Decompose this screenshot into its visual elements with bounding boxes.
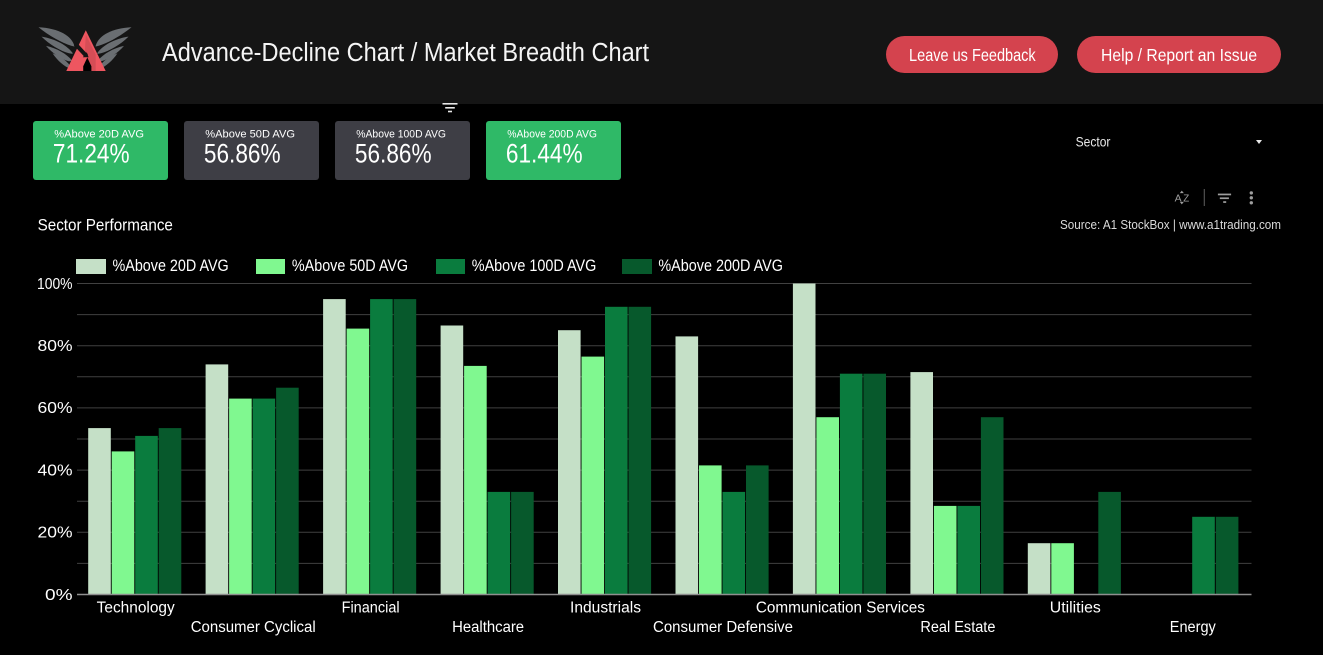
- svg-text:0%: 0%: [45, 587, 73, 604]
- svg-text:Financial: Financial: [342, 600, 400, 617]
- svg-text:40%: 40%: [38, 462, 73, 479]
- svg-text:%Above 100D AVG: %Above 100D AVG: [356, 128, 446, 140]
- svg-text:Consumer Cyclical: Consumer Cyclical: [191, 619, 316, 636]
- svg-text:%Above 50D AVG: %Above 50D AVG: [292, 256, 408, 275]
- svg-text:Communication Services: Communication Services: [756, 600, 925, 617]
- svg-text:%Above 50D AVG: %Above 50D AVG: [205, 128, 295, 140]
- svg-text:Z: Z: [1183, 193, 1190, 205]
- svg-text:56.86%: 56.86%: [355, 138, 432, 168]
- svg-text:71.24%: 71.24%: [53, 138, 130, 168]
- svg-text:%Above 20D AVG: %Above 20D AVG: [54, 128, 144, 140]
- svg-text:%Above 200D AVG: %Above 200D AVG: [507, 128, 597, 140]
- svg-text:Real Estate: Real Estate: [920, 619, 995, 636]
- svg-text:100%: 100%: [37, 276, 73, 293]
- svg-text:%Above 100D AVG: %Above 100D AVG: [472, 256, 597, 275]
- svg-text:A: A: [1175, 193, 1182, 205]
- svg-text:Industrials: Industrials: [570, 600, 641, 617]
- svg-text:80%: 80%: [38, 338, 73, 355]
- svg-text:Energy: Energy: [1170, 619, 1216, 636]
- svg-text:Utilities: Utilities: [1050, 600, 1101, 617]
- svg-text:Source: A1 StockBox | www.a1tr: Source: A1 StockBox | www.a1trading.com: [1060, 217, 1281, 232]
- svg-text:56.86%: 56.86%: [204, 138, 281, 168]
- svg-text:%Above 20D AVG: %Above 20D AVG: [113, 256, 229, 275]
- svg-text:Consumer Defensive: Consumer Defensive: [653, 619, 793, 636]
- svg-text:60%: 60%: [38, 400, 73, 417]
- svg-text:Sector: Sector: [1076, 135, 1111, 150]
- svg-text:Healthcare: Healthcare: [452, 619, 524, 636]
- svg-text:61.44%: 61.44%: [506, 138, 583, 168]
- svg-text:20%: 20%: [38, 525, 73, 542]
- svg-text:Technology: Technology: [97, 600, 175, 617]
- svg-text:Sector Performance: Sector Performance: [38, 216, 173, 234]
- svg-text:%Above 200D AVG: %Above 200D AVG: [658, 256, 783, 275]
